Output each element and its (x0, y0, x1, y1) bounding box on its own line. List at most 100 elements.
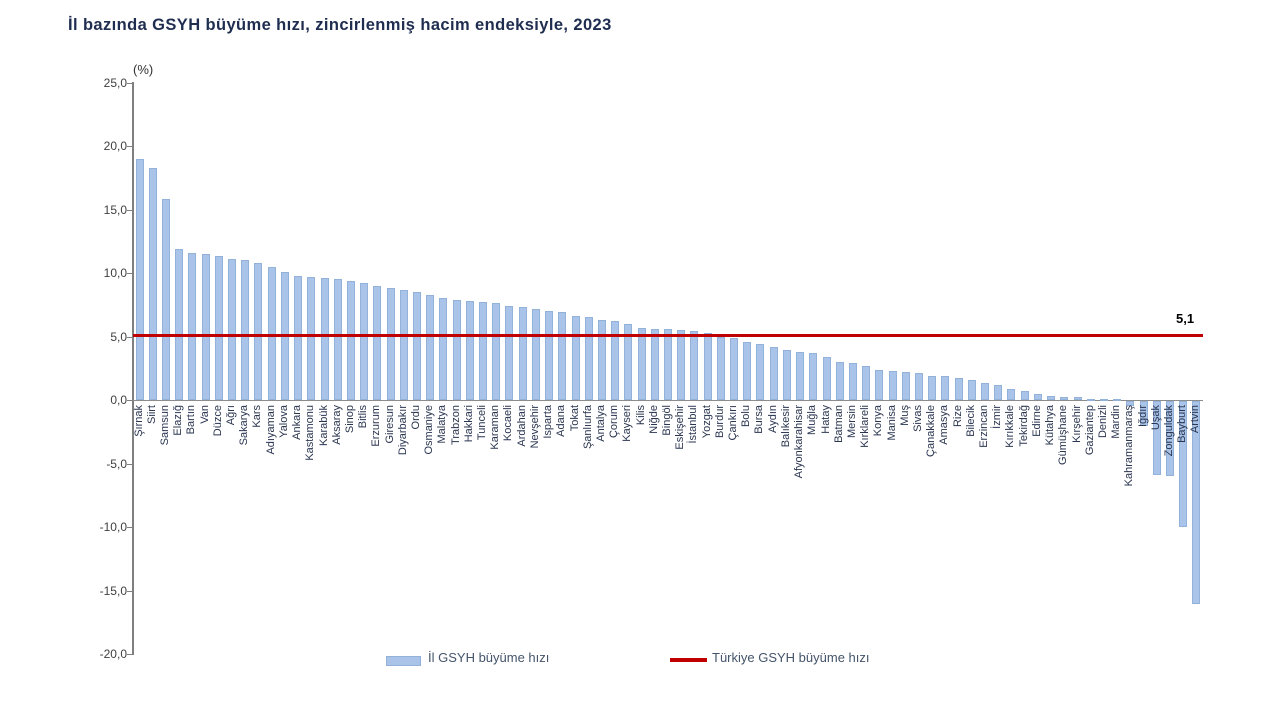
x-label-Kilis: Kilis (634, 405, 647, 426)
y-axis-line (132, 82, 134, 655)
x-label-Siirt: Siirt (145, 405, 158, 424)
x-label-Hakkari: Hakkari (462, 405, 475, 443)
x-label-Düzce: Düzce (211, 405, 224, 437)
x-label-Sinop: Sinop (343, 405, 356, 434)
bar-Gaziantep (1086, 398, 1095, 401)
x-label-Çanakkale: Çanakkale (925, 405, 938, 457)
bar-Sivas (914, 373, 923, 400)
bar-Karabük (320, 278, 329, 400)
bar-Kars (254, 262, 263, 400)
bar-Muğla (809, 353, 818, 400)
x-label-Hatay: Hatay (819, 405, 832, 434)
bar-Edirne (1033, 393, 1042, 400)
y-tick-label-8: -15,0 (99, 583, 127, 598)
bar-Sakarya (241, 260, 250, 400)
y-tick-label-3: 10,0 (103, 266, 127, 280)
bar-Hakkari (465, 300, 474, 400)
y-tick-label-9: -20,0 (99, 647, 127, 661)
x-label-Giresun: Giresun (383, 405, 396, 444)
bar-Kırıkkale (1007, 388, 1016, 400)
x-label-Kütahya: Kütahya (1044, 405, 1057, 446)
legend-bar-series-label: İl GSYH büyüme hızı (428, 650, 550, 665)
bar-Kayseri (624, 323, 633, 400)
x-label-Ordu: Ordu (410, 405, 422, 430)
x-label-Denizli: Denizli (1096, 405, 1109, 439)
x-label-Uşak: Uşak (1149, 405, 1162, 431)
y-tick-label-7: -10,0 (99, 520, 127, 534)
x-label-İstanbul: İstanbul (687, 405, 700, 444)
x-label-Diyarbakır: Diyarbakır (396, 405, 409, 456)
x-label-Karabük: Karabük (317, 405, 330, 446)
bar-Hatay (822, 356, 831, 400)
bar-Amasya (941, 375, 950, 400)
bar-Diyarbakır (399, 289, 408, 400)
x-label-Isparta: Isparta (542, 405, 555, 439)
x-label-Edirne: Edirne (1030, 405, 1043, 437)
legend-line-swatch (670, 658, 707, 662)
bar-Tekirdağ (1020, 391, 1029, 400)
x-label-Tekirdağ: Tekirdağ (1017, 405, 1030, 447)
bar-Erzincan (981, 383, 990, 400)
x-label-Bingöl: Bingöl (661, 405, 673, 436)
x-label-Bartın: Bartın (185, 405, 198, 435)
bar-Çanakkale (928, 375, 937, 400)
bar-Burdur (716, 336, 725, 400)
bar-Batman (835, 361, 844, 400)
x-label-Adana: Adana (555, 405, 568, 437)
bar-Mardin (1113, 398, 1122, 401)
x-label-Gümüşhane: Gümüşhane (1057, 405, 1070, 465)
x-label-Amasya: Amasya (938, 405, 951, 445)
x-label-Şırnak: Şırnak (132, 405, 145, 437)
x-label-Kırklareli: Kırklareli (859, 405, 872, 448)
bar-Bingöl (664, 328, 672, 400)
x-label-Kars: Kars (251, 405, 264, 428)
x-label-Gaziantep: Gaziantep (1083, 405, 1096, 456)
bar-Giresun (386, 288, 395, 400)
bar-Ardahan (518, 307, 527, 400)
bar-Elazığ (175, 248, 184, 400)
bar-Karaman (492, 303, 501, 400)
x-label-Aksaray: Aksaray (330, 405, 343, 445)
x-label-Bilecik: Bilecik (964, 405, 977, 437)
bar-Denizli (1099, 398, 1108, 401)
x-label-Malatya: Malatya (436, 405, 449, 444)
y-tick-mark-0 (127, 82, 133, 84)
bar-Aksaray (333, 279, 342, 400)
y-tick-label-1: 20,0 (103, 139, 127, 153)
turkey-growth-reference-line (133, 334, 1203, 338)
x-label-Adıyaman: Adıyaman (264, 405, 277, 455)
x-label-Yalova: Yalova (277, 405, 290, 438)
bar-Aydın (769, 346, 778, 400)
x-label-Çankırı: Çankırı (727, 405, 740, 441)
bar-Trabzon (452, 299, 461, 400)
reference-line-value-label: 5,1 (1176, 311, 1195, 326)
bar-Konya (875, 369, 884, 400)
y-axis-unit-label: (%) (133, 62, 154, 77)
x-label-Elazığ: Elazığ (172, 405, 185, 436)
bar-Erzurum (373, 285, 382, 400)
bar-Uşak (1152, 401, 1161, 475)
bar-Kilis (637, 327, 646, 400)
bar-Nevşehir (531, 308, 540, 400)
x-label-Antalya: Antalya (594, 405, 607, 442)
bar-Mersin (848, 363, 857, 400)
x-label-Karaman: Karaman (489, 405, 502, 450)
x-label-Erzincan: Erzincan (978, 405, 991, 448)
y-tick-label-5: 0,0 (110, 393, 127, 407)
bar-Adıyaman (267, 266, 276, 400)
bar-Kastamonu (307, 276, 316, 400)
bar-Bartın (188, 252, 197, 400)
bar-Bolu (743, 341, 752, 400)
bar-Antalya (597, 319, 606, 400)
x-label-Artvin: Artvin (1189, 405, 1202, 434)
x-axis-line (133, 400, 1203, 401)
x-label-Sivas: Sivas (911, 405, 924, 432)
x-label-Yozgat: Yozgat (700, 405, 713, 439)
bar-Kırşehir (1073, 397, 1082, 400)
bar-Van (201, 253, 210, 400)
bar-Kırklareli (862, 365, 871, 400)
y-tick-mark-7 (127, 527, 133, 528)
bar-Osmaniye (426, 294, 435, 400)
x-label-Eskişehir: Eskişehir (674, 405, 687, 450)
bar-Ağrı (228, 259, 237, 400)
